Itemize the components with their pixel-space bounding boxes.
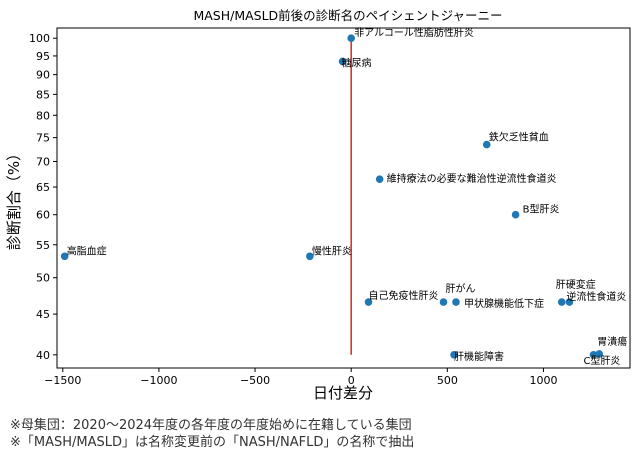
data-point (565, 298, 574, 306)
data-point (347, 34, 355, 43)
point-label: 肝がん (445, 282, 475, 295)
y-tick-label: 40 (36, 349, 50, 362)
data-point (439, 298, 448, 306)
data-point (375, 175, 384, 183)
point-label: C型肝炎 (583, 354, 620, 367)
data-point (511, 210, 520, 219)
y-tick-label: 95 (36, 50, 50, 63)
y-tick-label: 45 (36, 308, 50, 321)
data-point (306, 252, 314, 261)
x-tick-label: −1000 (140, 374, 177, 387)
x-tick-label: −1500 (44, 374, 81, 387)
point-label: 非アルコール性脂肪性肝炎 (354, 26, 474, 39)
data-point (482, 140, 491, 149)
x-tick-label: 1000 (529, 374, 557, 387)
point-label: 糖尿病 (342, 56, 372, 69)
x-tick-label: 500 (437, 374, 458, 387)
data-point (450, 350, 458, 359)
x-tick-label: 0 (348, 374, 355, 387)
point-label: 肝硬変症 (556, 278, 596, 291)
data-point (452, 298, 460, 306)
y-axis-label: 診断割合（%） (5, 146, 23, 250)
y-tick-label: 65 (36, 181, 50, 194)
point-label: 高脂血症 (67, 244, 107, 257)
data-point (364, 298, 373, 306)
plot-area-frame (56, 27, 631, 369)
y-tick-label: 90 (36, 69, 50, 82)
point-label: 甲状腺機能低下症 (464, 297, 544, 310)
y-tick-label: 70 (36, 155, 50, 168)
population-footnote: ※母集団：2020～2024年度の各年度の年度始めに在籍している集団 (10, 418, 412, 433)
point-label: 維持療法の必要な難治性逆流性食道炎 (387, 172, 557, 185)
point-label: 肝機能障害 (454, 350, 504, 363)
y-tick-label: 55 (36, 239, 50, 252)
x-tick-label: −500 (240, 374, 270, 387)
scatter-chart: MASH/MASLD前後の診断名のペイシェントジャーニー −1500 −1000 −… (5, 8, 631, 402)
data-point (589, 350, 598, 359)
point-label: B型肝炎 (523, 203, 560, 216)
y-tick-label: 75 (36, 132, 50, 145)
point-label: 鉄欠乏性貧血 (489, 131, 549, 144)
point-label: 逆流性食道炎 (566, 290, 626, 303)
y-tick-label: 60 (36, 209, 50, 222)
data-point (60, 252, 69, 261)
point-label: 慢性肝炎 (312, 244, 352, 257)
y-tick-label: 85 (36, 88, 50, 101)
y-tick-label: 50 (36, 272, 50, 285)
chart-title: MASH/MASLD前後の診断名のペイシェントジャーニー (193, 8, 502, 23)
data-point (338, 57, 347, 66)
point-label: 自己免疫性肝炎 (368, 289, 438, 302)
naming-footnote: ※「MASH/MASLD」は名称変更前の「NASH/NAFLD」の名称で抽出 (10, 435, 415, 450)
y-tick-label: 80 (36, 109, 50, 122)
data-point (595, 350, 604, 358)
x-axis-label: 日付差分 (313, 384, 373, 402)
data-point (557, 298, 566, 306)
y-tick-label: 100 (29, 32, 50, 45)
point-label: 胃潰瘍 (597, 335, 627, 348)
